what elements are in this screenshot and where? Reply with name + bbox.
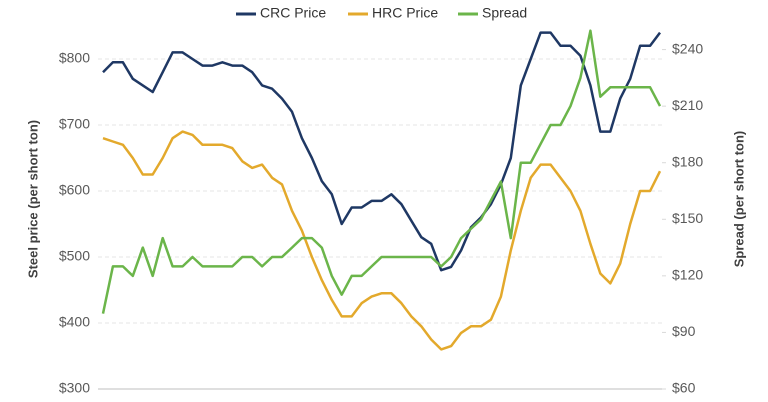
y2-axis-label: Spread (per short ton)	[731, 131, 746, 268]
y-tick-label: $800	[59, 50, 90, 66]
y2-tick-label: $90	[672, 323, 696, 339]
y2-tick-label: $210	[672, 97, 703, 113]
series-line	[102, 31, 661, 272]
series-line	[101, 29, 662, 314]
y2-tick-label: $60	[672, 380, 696, 396]
series-line	[102, 130, 662, 351]
y2-tick-label: $150	[672, 210, 703, 226]
legend-label: HRC Price	[372, 5, 438, 21]
y2-tick-label: $240	[672, 40, 703, 56]
y-tick-label: $500	[59, 248, 90, 264]
legend-label: Spread	[482, 5, 527, 21]
y2-tick-label: $180	[672, 153, 703, 169]
y2-tick-label: $120	[672, 267, 703, 283]
y-tick-label: $700	[59, 116, 90, 132]
y-tick-label: $300	[59, 380, 90, 396]
y-tick-label: $400	[59, 314, 90, 330]
legend-label: CRC Price	[260, 5, 326, 21]
y-axis-label: Steel price (per short ton)	[25, 120, 40, 278]
y-tick-label: $600	[59, 182, 90, 198]
